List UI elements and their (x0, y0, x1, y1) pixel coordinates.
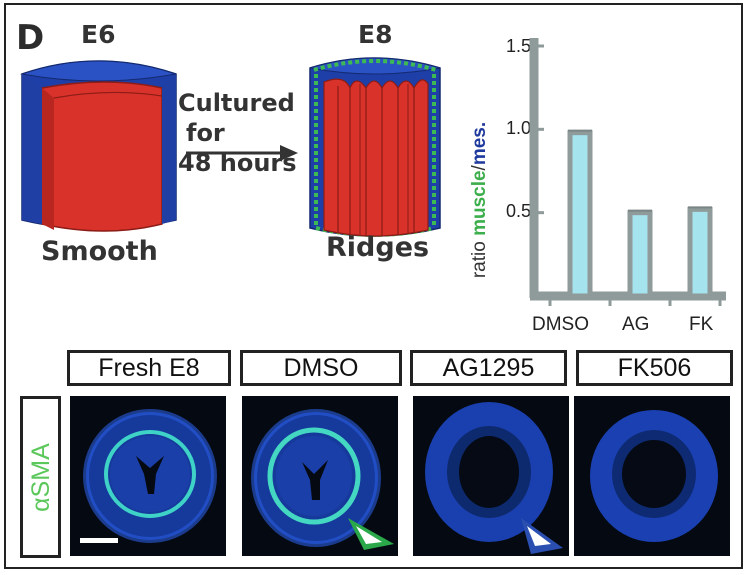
row-label-box (20, 396, 61, 558)
y-tick-label: 0.5 (506, 201, 532, 221)
y-tick-label: 1.5 (506, 36, 532, 56)
culture-line-2: for (186, 119, 225, 147)
ridged-tube-diagram (309, 57, 441, 237)
x-category-label: FK (689, 314, 714, 335)
figure-frame (4, 3, 743, 569)
bar (627, 210, 653, 299)
x-category-label: DMSO (532, 314, 589, 335)
micrograph-fk506 (574, 396, 730, 556)
bar (687, 206, 713, 299)
scale-bar (80, 538, 118, 543)
arrow-icon (186, 145, 298, 161)
micrograph-dmso (242, 396, 398, 556)
y-axis-title-part-4: mes. (469, 121, 490, 166)
bar (567, 130, 593, 299)
culture-text: Cultured for 48 hours (178, 88, 297, 178)
x-category-label: AG (622, 314, 650, 335)
row-label: αSMA (22, 396, 60, 558)
y-axis-title-part-3: / (469, 165, 490, 171)
row-label-text: αSMA (26, 442, 55, 512)
stage-end-label: E8 (358, 20, 393, 49)
smooth-tube-diagram (20, 60, 177, 232)
column-label-dmso: DMSO (240, 350, 402, 386)
green-arrowhead-icon (348, 518, 394, 550)
culture-line-1: Cultured (178, 89, 295, 117)
micrograph-fresh-e8 (70, 396, 226, 556)
column-label-ag1295: AG1295 (410, 350, 567, 386)
y-axis-title-part-1: ratio (469, 235, 490, 279)
y-axis-title-part-2: muscle (469, 170, 490, 236)
column-label-fresh-e8: Fresh E8 (67, 350, 231, 386)
smooth-label: Smooth (41, 236, 158, 267)
micrograph-ag1295 (413, 396, 569, 556)
y-tick-label: 1.0 (506, 118, 532, 138)
y-axis-title: ratio muscle/mes. (468, 86, 494, 314)
ridges-label: Ridges (326, 232, 430, 263)
chart-plot-area (529, 38, 726, 306)
blue-arrowhead-icon (521, 518, 563, 554)
panel-letter: D (16, 18, 45, 58)
column-label-fk506: FK506 (576, 350, 733, 386)
stage-start-label: E6 (81, 20, 116, 49)
